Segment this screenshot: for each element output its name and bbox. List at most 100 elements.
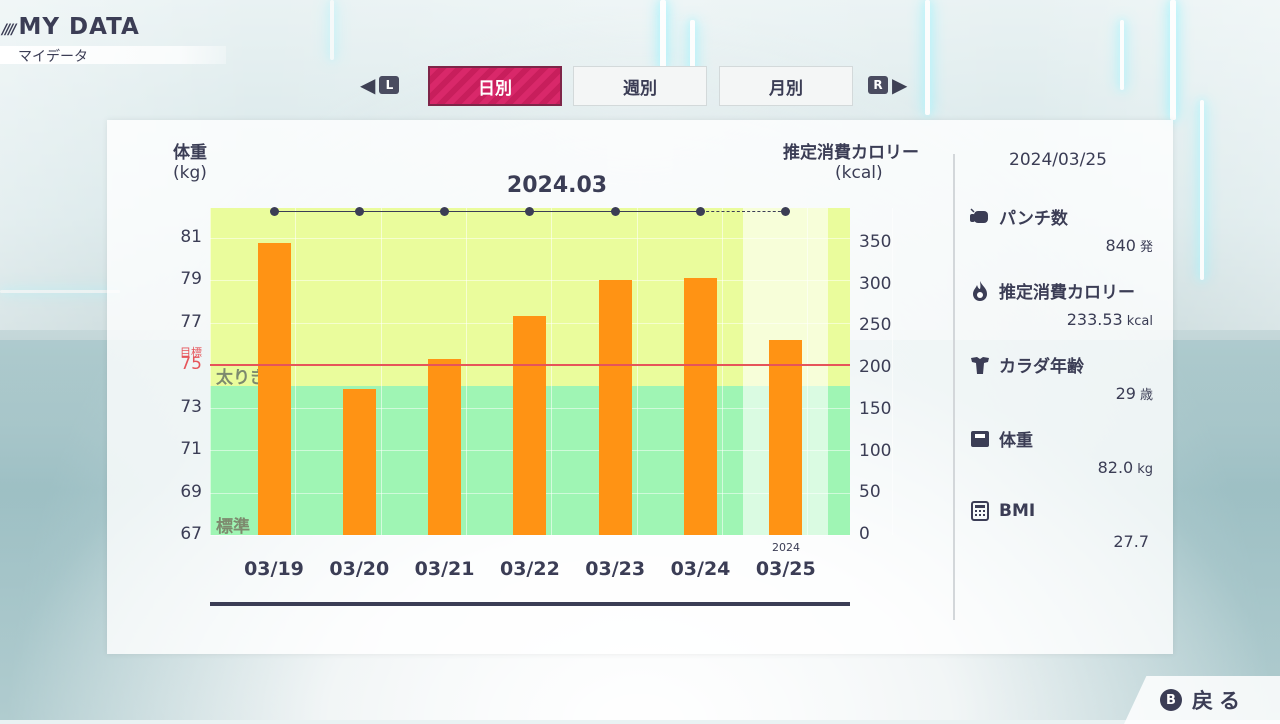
tab-daily[interactable]: 日別 (428, 66, 562, 106)
chart-scroll-bar[interactable] (210, 602, 850, 606)
grid-line (295, 208, 297, 535)
right-axis-tick: 250 (859, 315, 892, 336)
stat-value: 233.53 kcal (1066, 310, 1153, 329)
chart-month-title: 2024.03 (506, 173, 608, 198)
calorie-bar (684, 278, 717, 535)
left-axis-tick: 75 (180, 354, 202, 375)
weight-point (610, 207, 620, 216)
left-axis-tick: 73 (180, 396, 202, 417)
punch-icon (969, 206, 991, 228)
x-axis-label: 03/19 (244, 558, 304, 580)
stats-date: 2024/03/25 (1009, 150, 1107, 170)
weight-point (354, 207, 364, 216)
right-axis-unit: (kcal) (835, 163, 883, 183)
calculator-icon (969, 500, 991, 522)
goal-tick-label: 目標 (180, 346, 202, 359)
prev-tab-nav[interactable]: ◀ L (360, 73, 400, 97)
x-axis-label: 03/24 (670, 558, 731, 580)
x-axis-label: 03/22 (499, 558, 560, 580)
calorie-bar (257, 243, 291, 535)
grid-line (210, 535, 850, 536)
grid-line (465, 208, 467, 535)
weight-point (440, 207, 450, 216)
stat-value: 840 発 (1105, 236, 1153, 255)
period-tab-bar: ◀ L 日別 週別 月別 R ▶ (360, 66, 920, 108)
l-button-key: L (379, 76, 400, 94)
left-axis-tick: 77 (180, 311, 202, 332)
right-axis-tick: 50 (859, 482, 881, 503)
calorie-bar (769, 340, 803, 535)
weight-point (269, 207, 279, 216)
bg-light-line (690, 20, 695, 80)
right-axis-label: 推定消費カロリー (783, 143, 919, 163)
next-tab-nav[interactable]: R ▶ (868, 75, 907, 95)
left-axis-tick: 69 (180, 481, 202, 502)
back-button-label: 戻る (1192, 689, 1246, 713)
left-axis-tick: 79 (180, 269, 202, 290)
grid-line (210, 280, 850, 282)
stat-calories: 推定消費カロリー (969, 278, 1135, 303)
left-axis-label: 体重 (173, 143, 207, 163)
today-year-label: 2024 (772, 541, 800, 554)
goal-line (210, 364, 850, 367)
weight-line-segment (444, 211, 530, 212)
right-axis-tick: 350 (859, 232, 892, 253)
calorie-bar (428, 358, 462, 535)
stat-label: BMI (999, 501, 1036, 521)
x-axis-label: 03/20 (329, 558, 390, 580)
flame-icon (969, 280, 991, 302)
grid-line (636, 208, 638, 535)
left-axis-tick: 71 (180, 439, 202, 460)
weight-line-segment (615, 211, 701, 212)
grid-line (721, 208, 723, 535)
weight-line-segment (359, 211, 445, 212)
chart-plot-area: 太りぎみ 標準 (210, 207, 894, 537)
weight-line-segment (274, 211, 360, 212)
body-icon (969, 354, 991, 376)
grid-line (892, 208, 894, 535)
stat-label: 体重 (999, 431, 1033, 451)
right-axis-tick: 100 (859, 440, 892, 461)
bg-light-line (660, 0, 666, 70)
x-axis-label: 03/23 (585, 558, 646, 580)
right-axis-tick: 0 (859, 524, 870, 544)
weight-point (525, 207, 535, 216)
weight-line-segment (700, 211, 786, 212)
slash-decoration-icon: //// (2, 22, 17, 38)
left-axis-tick: 67 (180, 524, 202, 544)
stat-value: 29 歳 (1115, 384, 1153, 403)
stat-label: パンチ数 (999, 209, 1068, 229)
data-panel: 体重 (kg) 推定消費カロリー (kcal) 2024.03 太りぎみ 標準 … (107, 120, 1173, 654)
weight-line-segment (529, 211, 616, 212)
x-axis-label: 03/25 (755, 558, 816, 580)
grid-line (210, 237, 850, 239)
stat-value: 82.0 kg (1097, 458, 1153, 477)
chevron-left-icon: ◀ (360, 73, 376, 97)
stat-bmi: BMI (969, 500, 1035, 522)
grid-line (210, 208, 211, 535)
tab-weekly[interactable]: 週別 (573, 66, 707, 106)
bg-light-line (925, 0, 930, 115)
stat-punch-count: パンチ数 (969, 204, 1068, 229)
stat-value: 27.7 (1113, 532, 1149, 551)
bg-light-line (1170, 0, 1176, 120)
tab-monthly[interactable]: 月別 (719, 66, 853, 106)
bg-light-line (330, 0, 334, 60)
calorie-bar (598, 279, 632, 535)
x-axis-label: 03/21 (414, 558, 475, 580)
page-title: ////MY DATA (2, 14, 140, 40)
right-axis-tick: 300 (859, 273, 892, 294)
left-axis-tick: 81 (180, 226, 202, 247)
bg-light-line (1120, 20, 1124, 90)
grid-line (807, 208, 809, 535)
left-axis-unit: (kg) (173, 163, 207, 183)
stat-label: 推定消費カロリー (999, 283, 1135, 303)
r-button-key: R (868, 76, 888, 94)
right-axis-tick: 150 (859, 398, 892, 419)
bg-light-line (0, 290, 120, 293)
stat-body-age: カラダ年齢 (969, 352, 1084, 377)
calorie-bar (342, 389, 376, 535)
back-button[interactable]: B 戻る (1124, 676, 1280, 724)
panel-divider (953, 154, 955, 620)
stat-label: カラダ年齢 (999, 357, 1084, 377)
